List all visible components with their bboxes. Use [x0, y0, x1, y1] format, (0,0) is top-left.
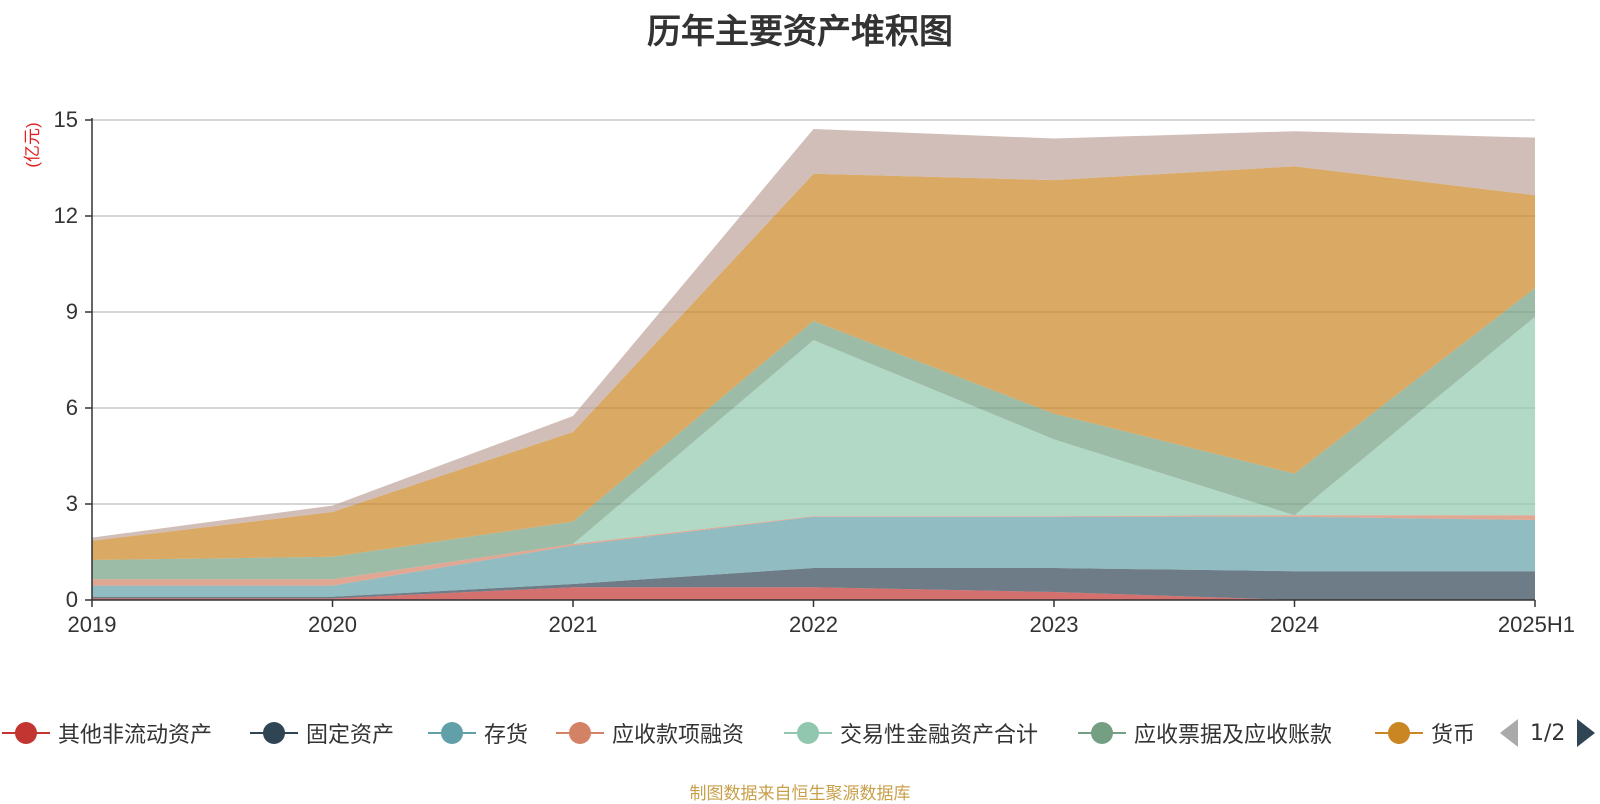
axes: 0 3 6 9 12 15 2019 2020 2021 2022 2023 2024 2025H1	[54, 107, 1575, 637]
legend-item-4[interactable]: 交易性金融资产合计	[784, 715, 1038, 751]
legend-marker-icon	[250, 722, 298, 744]
x-tick-label-5: 2024	[1270, 612, 1319, 637]
legend-label: 应收款项融资	[612, 723, 745, 748]
legend-page-indicator: 1/2	[1530, 720, 1566, 746]
area-series-1	[92, 568, 1535, 600]
y-tick-label-5: 15	[54, 107, 78, 132]
legend-label: 应收票据及应收账款	[1134, 723, 1333, 748]
x-tick-label-0: 2019	[68, 612, 117, 637]
triangle-left-icon[interactable]	[1500, 719, 1518, 747]
legend-marker-icon	[1375, 722, 1423, 744]
legend-label: 存货	[484, 723, 529, 748]
y-tick-label-0: 0	[66, 587, 78, 612]
chart-title: 历年主要资产堆积图	[647, 12, 953, 52]
stacked-area-chart: 0 3 6 9 12 15 2019 2020 2021 2022 2023 2024 2025H1 (…	[23, 107, 1575, 637]
x-tick-label-2: 2021	[549, 612, 598, 637]
legend-label: 固定资产	[306, 723, 395, 748]
legend: 其他非流动资产 固定资产 存货 应收款项融资 交易性金融资产合计 应收票据及应收账款 货币	[0, 715, 1600, 751]
legend-marker-icon	[428, 722, 476, 744]
legend-item-5[interactable]: 应收票据及应收账款	[1078, 715, 1332, 751]
y-axis-unit-label: (亿元)	[23, 122, 42, 167]
legend-marker-icon	[1078, 722, 1126, 744]
legend-item-6[interactable]: 货币	[1375, 715, 1475, 751]
legend-label: 货币	[1431, 723, 1476, 748]
x-tick-label-3: 2022	[789, 612, 838, 637]
legend-marker-icon	[2, 722, 50, 744]
y-tick-label-3: 9	[66, 299, 78, 324]
legend-item-2[interactable]: 存货	[428, 715, 528, 751]
area-series-6	[92, 166, 1535, 560]
y-tick-label-2: 6	[66, 395, 78, 420]
area-series-2	[92, 516, 1535, 597]
legend-pager: 1/2	[1500, 715, 1596, 751]
source-note: 制图数据来自恒生聚源数据库	[689, 784, 911, 804]
x-tick-label-4: 2023	[1030, 612, 1079, 637]
legend-marker-icon	[784, 722, 832, 744]
area-series-group	[92, 128, 1535, 600]
y-tick-label-4: 12	[54, 203, 78, 228]
legend-label: 交易性金融资产合计	[840, 723, 1039, 748]
legend-item-3[interactable]: 应收款项融资	[556, 715, 744, 751]
legend-marker-icon	[556, 722, 604, 744]
area-series-4	[92, 316, 1535, 580]
legend-label: 其他非流动资产	[58, 723, 213, 748]
area-series-7	[92, 128, 1535, 541]
legend-item-1[interactable]: 固定资产	[250, 715, 394, 751]
y-tick-label-1: 3	[66, 491, 78, 516]
area-series-0	[92, 587, 1535, 600]
triangle-right-icon[interactable]	[1577, 719, 1596, 747]
x-tick-label-1: 2020	[308, 612, 357, 637]
legend-item-0[interactable]: 其他非流动资产	[2, 715, 212, 751]
x-tick-label-6: 2025H1	[1498, 612, 1575, 637]
